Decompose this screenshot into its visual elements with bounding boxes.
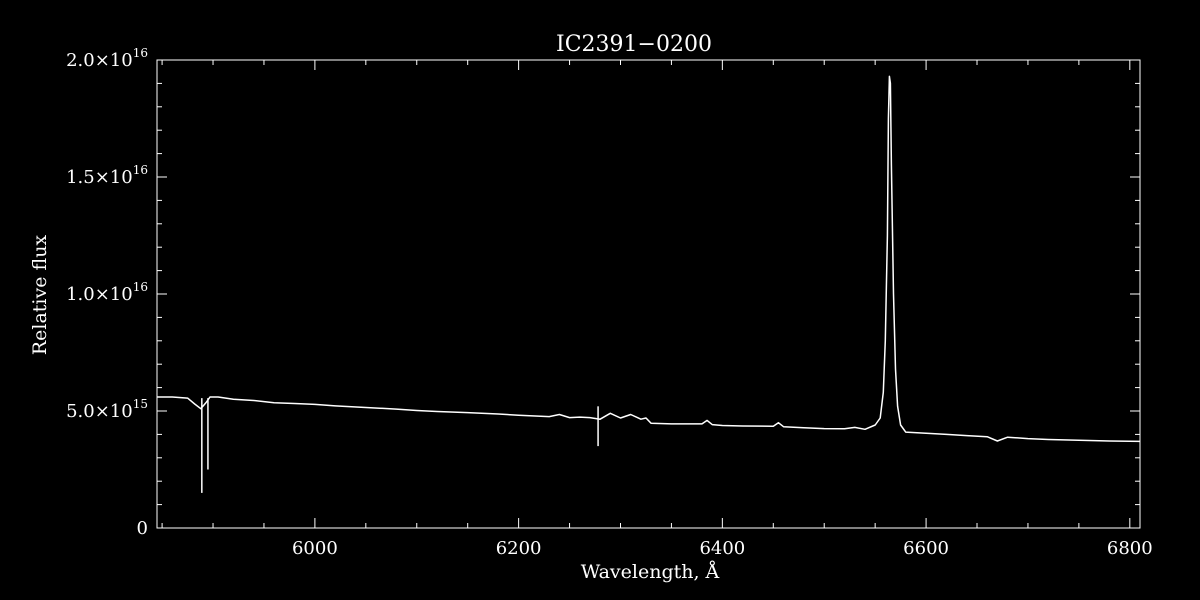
x-tick-label: 6000	[292, 538, 338, 559]
x-tick-label: 6200	[496, 538, 542, 559]
y-tick-exponent: 16	[133, 280, 148, 294]
y-tick-mantissa: 5.0×10	[66, 401, 133, 422]
x-ticks: 6000 6200 6400 6600 6800	[161, 60, 1153, 559]
plot-area	[157, 75, 1141, 493]
y-tick-label: 2.0×1016	[66, 46, 148, 71]
y-tick-mantissa: 2.0×10	[66, 50, 133, 71]
x-tick-label: 6800	[1107, 538, 1153, 559]
x-tick-label: 6400	[699, 538, 745, 559]
y-tick-exponent: 16	[133, 163, 148, 177]
y-tick-label: 5.0×1015	[66, 397, 148, 422]
y-tick-label: 1.0×1016	[66, 280, 148, 305]
y-tick-label: 1.5×1016	[66, 163, 148, 188]
x-axis-label: Wavelength, Å	[581, 561, 720, 583]
chart-title: IC2391−0200	[556, 32, 712, 57]
y-tick-mantissa: 1.5×10	[66, 167, 133, 188]
y-tick-exponent: 16	[133, 46, 148, 60]
y-tick-label: 0	[137, 518, 148, 539]
y-tick-exponent: 15	[133, 397, 148, 411]
spectrum-line	[157, 75, 1141, 443]
y-tick-mantissa: 0	[137, 518, 148, 539]
y-tick-mantissa: 1.0×10	[66, 284, 133, 305]
y-axis-label: Relative flux	[29, 235, 51, 356]
x-tick-label: 6600	[903, 538, 949, 559]
